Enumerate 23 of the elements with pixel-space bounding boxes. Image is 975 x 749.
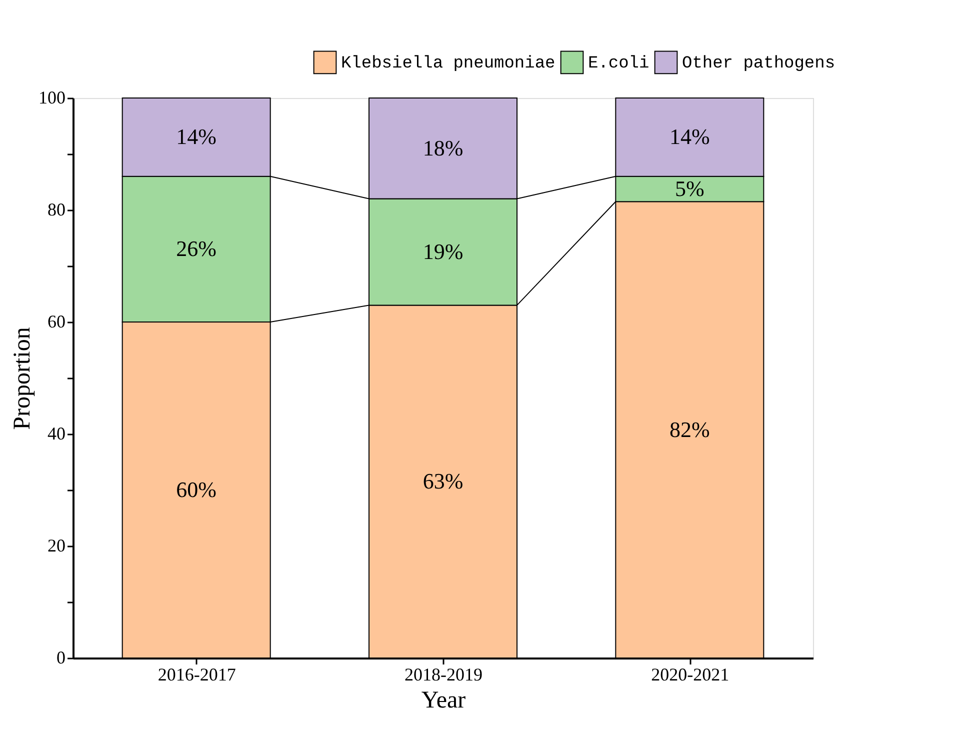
legend-label: Klebsiella pneumoniae [341,54,556,74]
data-label: 5% [675,176,704,201]
data-label: 60% [176,477,216,502]
legend-label: Other pathogens [682,54,836,74]
y-tick-label: 60 [48,312,66,332]
y-tick-label: 80 [48,200,66,220]
x-tick-label: 2020-2021 [651,664,730,684]
data-label: 14% [670,124,710,150]
data-label: 82% [670,416,710,442]
y-tick-label: 40 [48,424,66,444]
y-tick-label: 0 [56,648,66,668]
y-tick-label: 100 [38,88,66,108]
data-label: 26% [176,236,216,262]
y-axis-title: Proportion [10,327,36,430]
x-tick-label: 2016-2017 [158,664,236,684]
data-label: 63% [422,468,464,494]
y-tick-label: 20 [48,536,66,556]
data-label: 18% [422,135,464,160]
data-label: 19% [422,239,464,264]
x-axis-title: Year [421,688,466,714]
legend-label: E.coli [588,54,650,74]
x-tick-label: 2018-2019 [404,664,482,684]
data-label: 14% [176,124,216,150]
